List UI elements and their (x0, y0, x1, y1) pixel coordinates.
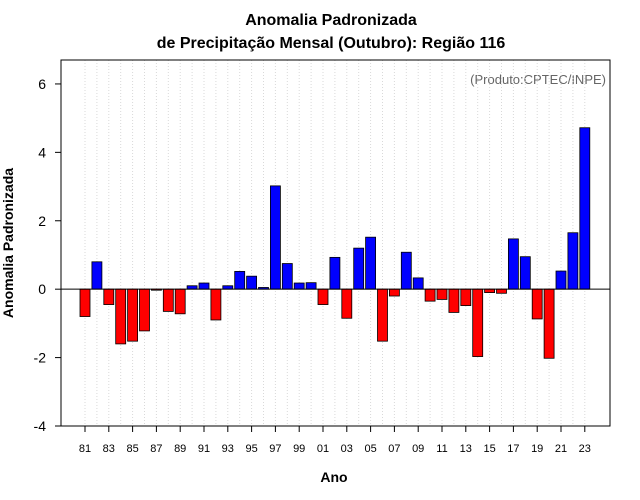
x-tick-label-21: 21 (555, 443, 567, 455)
bar-91 (198, 282, 210, 290)
bar-01 (317, 288, 329, 305)
bar-11 (436, 288, 448, 300)
x-tick-label-95: 95 (245, 443, 257, 455)
y-tick-label-2: 2 (38, 213, 46, 229)
x-tick-label-87: 87 (150, 443, 162, 455)
x-tick-label-11: 11 (436, 443, 447, 455)
bar-22 (567, 232, 579, 290)
bar-09 (412, 277, 424, 290)
x-tick-label-03: 03 (341, 443, 353, 455)
bar-98 (281, 263, 293, 290)
bar-16 (496, 288, 507, 294)
y-tick-label-6: 6 (38, 76, 46, 92)
bar-97 (269, 185, 281, 290)
y-axis-label: Anomalia Padronizada (0, 168, 16, 318)
x-tick-label-19: 19 (531, 443, 543, 455)
bar-10 (424, 288, 436, 302)
x-tick-label-93: 93 (222, 443, 234, 455)
bar-83 (103, 288, 115, 305)
bar-93 (222, 285, 234, 290)
y-tick-label--4: -4 (34, 418, 47, 434)
bar-00 (305, 282, 317, 290)
bar-02 (329, 256, 341, 290)
bar-89 (174, 288, 186, 315)
x-tick-label-97: 97 (269, 443, 281, 455)
bar-20 (543, 288, 555, 359)
x-tick-label-05: 05 (364, 443, 376, 455)
x-tick-label-89: 89 (174, 443, 186, 455)
chart-title-line2: de Precipitação Mensal (Outubro): Região… (157, 35, 506, 52)
bar-04 (353, 247, 365, 290)
bar-95 (246, 275, 258, 290)
bar-08 (400, 251, 412, 290)
bar-12 (448, 288, 460, 313)
x-tick-label-99: 99 (293, 443, 305, 455)
bar-13 (460, 288, 472, 306)
bar-92 (210, 288, 222, 321)
x-tick-label-81: 81 (79, 443, 91, 455)
x-tick-label-09: 09 (412, 443, 424, 455)
x-tick-label-85: 85 (126, 443, 138, 455)
plot-frame (60, 59, 611, 427)
bar-14 (472, 288, 484, 357)
bar-15 (484, 288, 496, 293)
bar-90 (186, 285, 198, 290)
x-tick-label-13: 13 (460, 443, 472, 455)
bar-86 (139, 288, 150, 332)
y-tick-label-4: 4 (38, 144, 46, 160)
bar-23 (579, 127, 591, 290)
bars (79, 127, 591, 359)
x-tick-label-83: 83 (103, 443, 115, 455)
chart-title-line1: Anomalia Padronizada (245, 12, 417, 29)
axes: -4 -2 0 2 4 6 81 83 85 87 89 91 93 95 97 99 01 03 05 07 09 11… (34, 59, 611, 455)
bar-82 (91, 261, 103, 290)
bar-07 (388, 288, 400, 297)
bar-05 (365, 236, 377, 290)
x-tick-label-91: 91 (198, 443, 210, 455)
x-tick-label-01: 01 (317, 443, 329, 455)
bar-19 (531, 288, 543, 320)
x-tick-label-17: 17 (507, 443, 519, 455)
source-note: (Produto:CPTEC/INPE) (470, 72, 606, 87)
x-tick-label-15: 15 (483, 443, 495, 455)
bar-17 (507, 238, 519, 290)
bar-18 (519, 256, 531, 290)
bar-99 (293, 282, 305, 290)
bar-84 (115, 288, 127, 345)
x-tick-label-23: 23 (579, 443, 591, 455)
x-axis-label: Ano (320, 469, 347, 485)
bar-81 (79, 288, 91, 317)
y-tick-label--2: -2 (34, 350, 47, 366)
y-tick-label-0: 0 (38, 281, 46, 297)
bar-21 (555, 270, 567, 290)
bar-06 (377, 288, 388, 342)
bar-03 (341, 288, 353, 319)
bar-94 (234, 270, 246, 290)
x-tick-label-07: 07 (388, 443, 400, 455)
bar-85 (127, 288, 138, 342)
bar-88 (162, 288, 174, 312)
